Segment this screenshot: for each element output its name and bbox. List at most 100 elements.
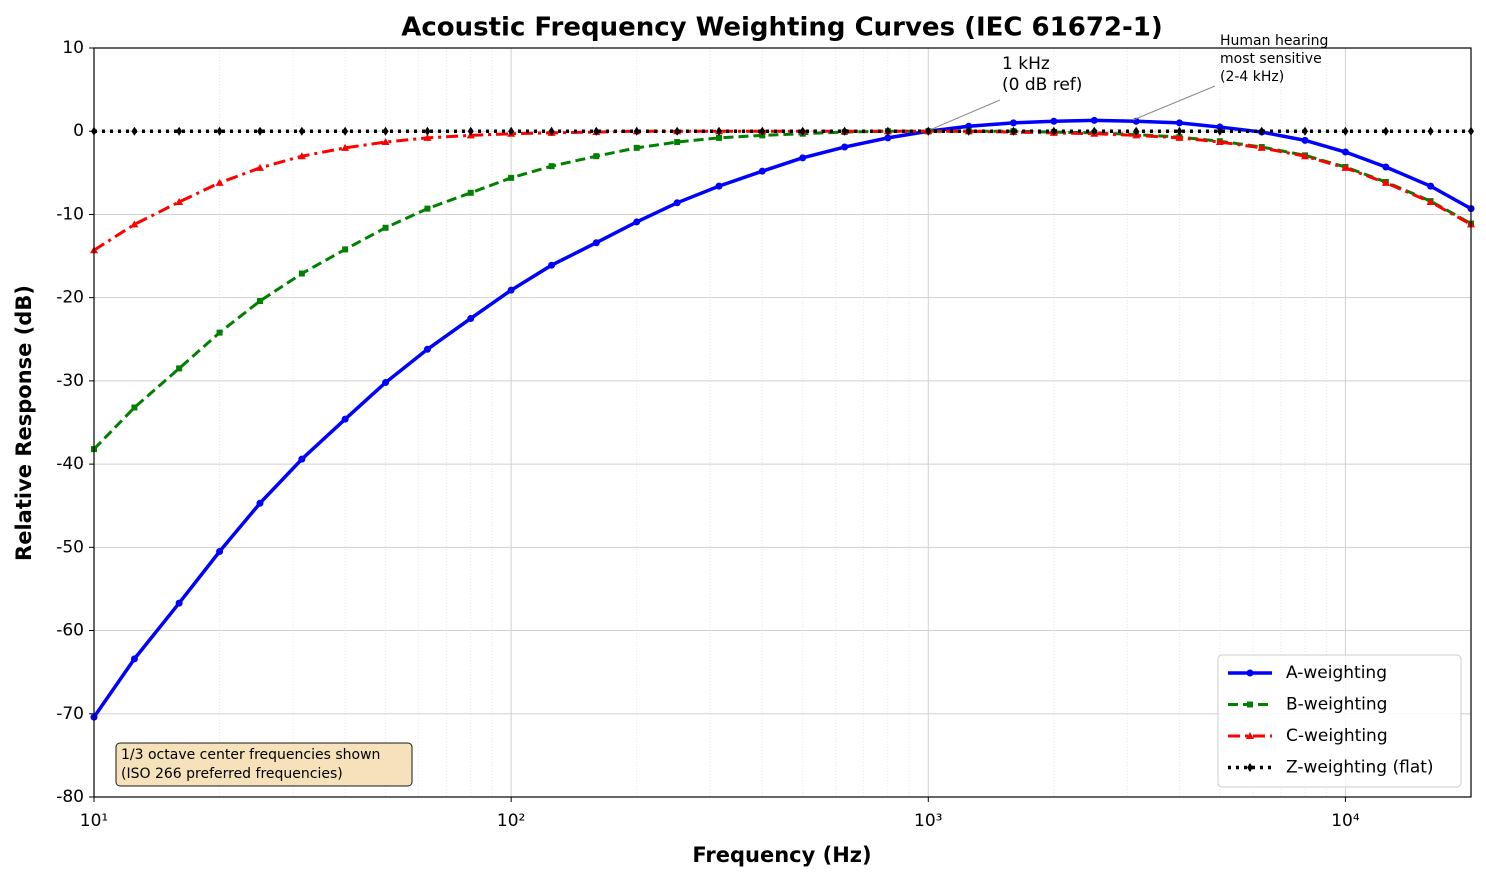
point <box>342 246 349 253</box>
point <box>548 163 555 170</box>
point <box>424 205 431 212</box>
point <box>1301 136 1309 144</box>
point <box>508 126 515 136</box>
x-tick-label: 10² <box>497 811 525 831</box>
y-tick-label: -50 <box>56 537 84 557</box>
point <box>1341 148 1349 156</box>
point <box>716 134 723 141</box>
point <box>633 126 640 136</box>
point <box>255 163 264 171</box>
point <box>548 261 556 269</box>
point <box>965 126 972 136</box>
annotation: most sensitive <box>1220 51 1322 67</box>
point <box>216 126 223 136</box>
annotation: (0 dB ref) <box>1002 75 1082 95</box>
point <box>1050 126 1057 136</box>
point <box>1176 126 1183 136</box>
point <box>382 126 389 136</box>
point <box>1341 163 1350 171</box>
point <box>674 126 681 136</box>
y-tick-label: 10 <box>62 38 84 58</box>
annotation: (2-4 kHz) <box>1220 69 1284 85</box>
point <box>841 126 848 136</box>
point <box>256 297 263 304</box>
point <box>467 126 474 136</box>
point <box>673 199 681 207</box>
point <box>799 154 807 162</box>
point <box>176 126 183 136</box>
point <box>1258 126 1265 136</box>
point <box>1381 178 1390 186</box>
point <box>1427 126 1434 136</box>
x-axis-label: Frequency (Hz) <box>692 843 871 867</box>
legend: A-weighting B-weighting C-weighting Z-weigh… <box>1217 654 1462 788</box>
note-text: (ISO 266 preferred frequencies) <box>121 766 343 782</box>
point <box>424 126 431 136</box>
plot-frame <box>93 47 1472 798</box>
point <box>884 134 892 142</box>
y-tick-label: 0 <box>73 121 84 141</box>
point <box>1302 126 1309 136</box>
point <box>759 126 766 136</box>
y-axis-label: Relative Response (dB) <box>12 285 36 561</box>
point <box>382 379 390 387</box>
point <box>799 126 806 136</box>
point <box>216 329 223 336</box>
point <box>1090 116 1098 124</box>
point <box>467 189 474 196</box>
point <box>131 404 138 411</box>
y-tick-label: -80 <box>56 787 84 807</box>
y-tick-label: -10 <box>56 204 84 224</box>
point <box>715 182 723 190</box>
point <box>674 139 681 146</box>
annotation-arrow <box>1132 85 1216 121</box>
series-line <box>92 118 1472 719</box>
point <box>548 126 555 136</box>
point <box>297 152 306 160</box>
point <box>1257 143 1266 151</box>
legend-marker <box>1247 763 1253 772</box>
annotation: 1 kHz <box>1002 54 1050 74</box>
note-box <box>115 742 413 787</box>
annotation: Human hearing <box>1220 33 1328 49</box>
point <box>382 224 389 231</box>
point <box>593 126 600 136</box>
point <box>508 174 515 181</box>
point <box>175 197 184 205</box>
point <box>1050 117 1058 125</box>
point <box>130 220 139 228</box>
point <box>215 178 224 186</box>
series-line <box>92 129 1472 451</box>
point <box>175 599 183 607</box>
legend-label: A-weighting <box>1286 663 1387 683</box>
x-tick-label: 10³ <box>914 811 942 831</box>
point <box>965 122 973 130</box>
point <box>216 547 224 555</box>
chart-title: Acoustic Frequency Weighting Curves (IEC… <box>401 13 1163 43</box>
point <box>758 167 766 175</box>
point <box>298 270 305 277</box>
point <box>633 218 641 226</box>
legend-box <box>1217 654 1462 788</box>
point <box>341 143 350 151</box>
point <box>1215 138 1224 146</box>
legend-label: B-weighting <box>1286 695 1387 715</box>
point <box>341 415 349 423</box>
point <box>925 126 932 136</box>
point <box>467 314 475 322</box>
point <box>1010 126 1017 136</box>
point <box>423 133 432 141</box>
point <box>716 126 723 136</box>
point <box>423 345 431 353</box>
point <box>1382 163 1390 171</box>
point <box>841 143 849 151</box>
legend-marker <box>1247 701 1253 708</box>
point <box>593 153 600 160</box>
point <box>342 126 349 136</box>
point <box>1009 119 1017 127</box>
annotation-arrow <box>931 99 1001 130</box>
point <box>1426 197 1435 205</box>
point <box>633 144 640 151</box>
point <box>381 138 390 146</box>
